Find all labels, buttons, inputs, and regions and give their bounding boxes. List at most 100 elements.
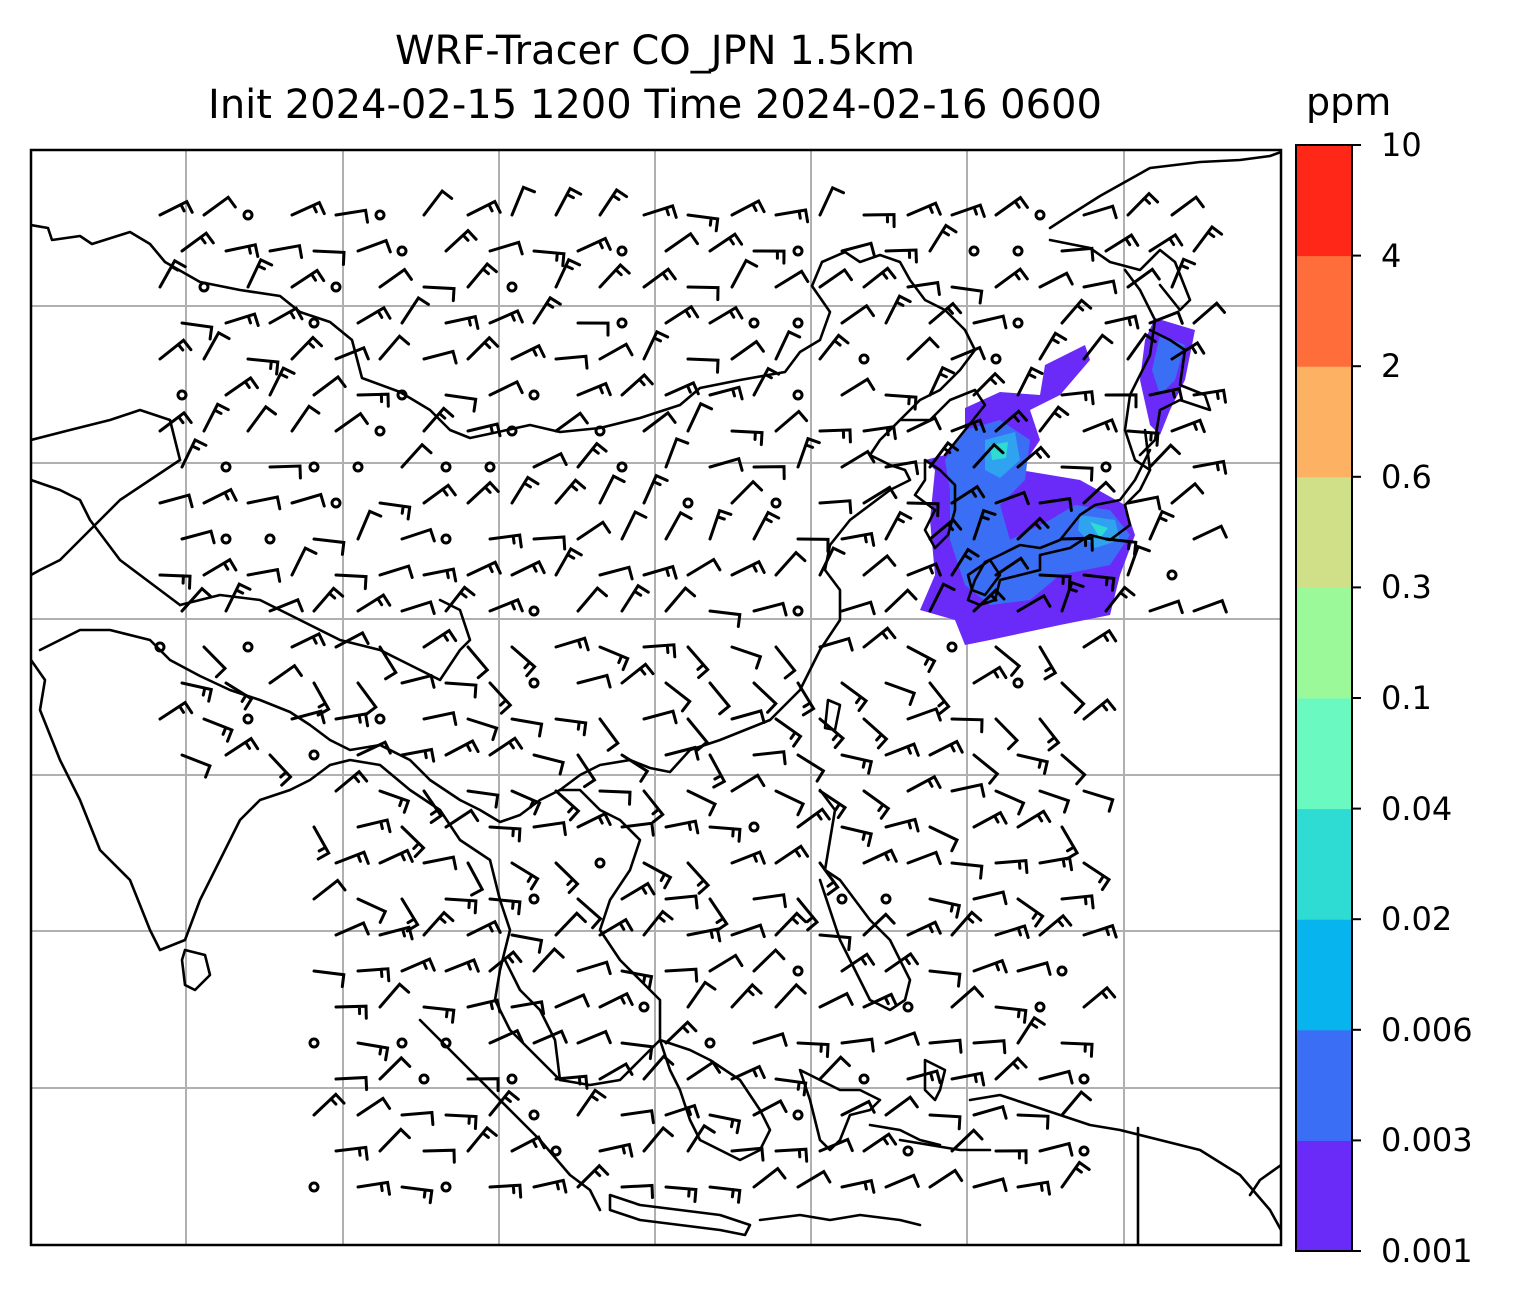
wind-barb — [730, 1146, 765, 1162]
wind-calm-marker — [792, 1109, 804, 1121]
wind-barb — [730, 1064, 766, 1081]
wind-barb — [884, 248, 918, 264]
wind-barb — [598, 917, 634, 937]
wind-barb — [642, 1054, 675, 1081]
wind-barb — [532, 535, 567, 551]
wind-calm-marker — [616, 317, 628, 329]
wind-barb — [730, 479, 764, 505]
wind-barb — [1126, 544, 1151, 577]
wind-barb — [466, 998, 502, 1014]
wind-barb — [312, 537, 346, 556]
wind-calm-marker — [550, 1145, 562, 1157]
wind-barb — [884, 1031, 920, 1046]
coast-halmahera — [923, 1058, 947, 1102]
wind-barb — [378, 564, 414, 579]
wind-barb — [334, 769, 369, 793]
wind-barb — [576, 1029, 612, 1045]
wind-calm-marker — [506, 1073, 518, 1085]
border-interior-2 — [31, 408, 182, 462]
wind-barb — [422, 628, 458, 649]
wind-calm-marker — [990, 353, 1002, 365]
wind-barb — [1060, 1160, 1091, 1189]
colorbar-tick-label: 0.3 — [1381, 568, 1432, 607]
wind-barb — [224, 736, 260, 757]
wind-barb — [840, 952, 876, 973]
wind-calm-marker — [902, 1001, 914, 1013]
wind-barb — [1060, 536, 1094, 552]
wind-barb — [730, 559, 766, 577]
wind-barb — [598, 717, 620, 752]
wind-barb — [246, 495, 282, 511]
wind-barb — [246, 404, 277, 433]
wind-barb — [268, 663, 303, 685]
wind-barb — [972, 371, 1006, 397]
wind-barb — [708, 305, 744, 325]
wind-barb — [862, 266, 897, 289]
wind-barb — [1038, 331, 1068, 361]
wind-barb — [1016, 366, 1044, 397]
wind-barb — [1016, 753, 1049, 775]
wind-barb — [598, 991, 634, 1009]
wind-barb — [884, 393, 918, 411]
wind-barb — [818, 861, 840, 896]
wind-calm-marker — [220, 461, 232, 473]
wind-barb — [752, 893, 787, 909]
wind-barb — [752, 1098, 788, 1117]
wind-calm-marker — [308, 1037, 320, 1049]
wind-barb — [1170, 481, 1205, 505]
wind-calm-marker — [1056, 965, 1068, 977]
wind-barb — [312, 374, 347, 397]
wind-barb — [1038, 856, 1074, 872]
wind-barb — [818, 499, 853, 515]
wind-barb — [488, 240, 524, 256]
wind-barb — [1082, 628, 1118, 649]
wind-barb — [774, 550, 807, 577]
wind-barb — [378, 645, 398, 681]
wind-barb — [246, 567, 282, 583]
wind-barb — [840, 303, 875, 325]
wind-barb — [664, 585, 697, 613]
wind-barb — [862, 485, 898, 505]
wind-barb — [1060, 894, 1095, 910]
wind-barb — [422, 711, 458, 726]
wind-barb — [774, 982, 807, 1009]
wind-barb — [532, 821, 567, 837]
wind-barb — [1038, 405, 1070, 433]
wind-barb — [554, 257, 582, 289]
wind-barb — [378, 982, 411, 1009]
gridlines — [31, 150, 1281, 1245]
wind-barb — [488, 1028, 524, 1045]
wind-barb — [906, 850, 942, 866]
wind-barb — [510, 343, 546, 361]
wind-barb — [884, 294, 912, 325]
wind-barb — [554, 1074, 589, 1090]
wind-barb — [664, 819, 700, 835]
wind-barb — [488, 309, 524, 325]
colorbar-segment — [1296, 919, 1352, 1031]
wind-barb — [1126, 495, 1162, 511]
wind-barb — [928, 1038, 963, 1054]
wind-calm-marker — [440, 461, 452, 473]
wind-barb — [422, 1005, 456, 1024]
colorbar — [1295, 144, 1361, 1252]
wind-barb — [642, 909, 674, 937]
wind-barb — [1082, 417, 1118, 433]
wind-barb — [224, 243, 260, 258]
wind-calm-marker — [440, 533, 452, 545]
wind-barb — [1060, 1041, 1094, 1058]
wind-barb — [444, 958, 480, 973]
wind-barb — [862, 213, 896, 229]
wind-barb — [994, 717, 1020, 751]
wind-barb — [884, 460, 920, 476]
wind-barb — [1016, 1180, 1051, 1196]
wind-barb — [642, 643, 677, 659]
coast-china-south — [38, 628, 562, 824]
wind-barb — [422, 567, 458, 583]
wind-barb — [554, 789, 581, 822]
colorbar-tick-label: 0.04 — [1381, 789, 1453, 828]
wind-barb — [950, 985, 984, 1009]
wind-barb — [180, 681, 214, 703]
wind-barb — [466, 199, 502, 217]
wind-barb — [928, 739, 964, 757]
coast-russia-east — [1048, 150, 1281, 230]
